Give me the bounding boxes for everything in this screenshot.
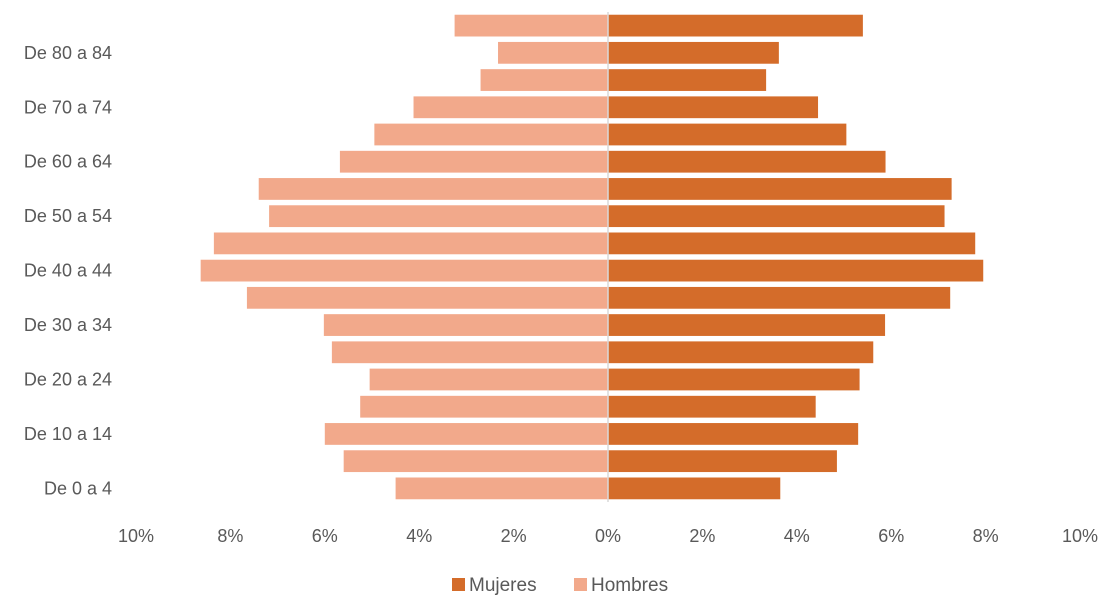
bar-mujeres-17 <box>608 41 779 64</box>
y-tick-label: De 70 a 74 <box>24 97 112 117</box>
y-axis-labels: De 0 a 4 De 10 a 14 De 20 a 24 De 30 a 34 De… <box>24 43 112 499</box>
legend-swatch-mujeres <box>452 578 465 591</box>
bar-mujeres-8 <box>608 286 951 309</box>
bar-mujeres-16 <box>608 69 767 91</box>
y-tick-label: De 30 a 34 <box>24 315 112 335</box>
x-tick-label: 2% <box>689 526 715 546</box>
bar-hombres-12 <box>258 178 608 200</box>
x-tick-label: 4% <box>406 526 432 546</box>
bar-hombres-4 <box>360 395 608 418</box>
bar-hombres-9 <box>200 259 608 282</box>
x-tick-label: 4% <box>784 526 810 546</box>
bar-hombres-16 <box>480 69 608 91</box>
bar-hombres-6 <box>331 341 608 364</box>
legend-swatch-hombres <box>574 578 587 591</box>
bar-hombres-8 <box>246 286 609 309</box>
bar-mujeres-7 <box>608 314 886 336</box>
bar-mujeres-5 <box>608 368 860 391</box>
bar-mujeres-10 <box>608 232 976 255</box>
bar-hombres-15 <box>413 96 608 119</box>
bar-mujeres-3 <box>608 423 859 445</box>
y-tick-label: De 0 a 4 <box>44 478 112 498</box>
x-axis-labels: 10% 8% 6% 4% 2% 0% 2% 4% 6% 8% 10% <box>118 526 1098 546</box>
x-tick-label: 2% <box>501 526 527 546</box>
x-tick-label: 6% <box>312 526 338 546</box>
bar-hombres-10 <box>213 232 608 255</box>
bar-hombres-17 <box>498 41 608 64</box>
y-tick-label: De 10 a 14 <box>24 424 112 444</box>
legend: Mujeres Hombres <box>452 575 668 596</box>
y-tick-label: De 50 a 54 <box>24 206 112 226</box>
bar-hombres-1 <box>395 477 608 500</box>
x-tick-label: 0% <box>595 526 621 546</box>
bar-mujeres-14 <box>608 123 847 146</box>
x-tick-label: 10% <box>118 526 154 546</box>
bar-hombres-3 <box>324 423 608 445</box>
bar-mujeres-9 <box>608 259 984 282</box>
bar-hombres-14 <box>374 123 608 146</box>
x-tick-label: 6% <box>878 526 904 546</box>
x-tick-label: 8% <box>973 526 999 546</box>
bar-mujeres-4 <box>608 395 816 418</box>
legend-label-mujeres: Mujeres <box>469 575 537 596</box>
y-tick-label: De 20 a 24 <box>24 370 112 390</box>
x-tick-label: 10% <box>1062 526 1098 546</box>
legend-label-hombres: Hombres <box>591 575 668 596</box>
bar-hombres-18 <box>454 14 608 37</box>
y-tick-label: De 80 a 84 <box>24 43 112 63</box>
bar-hombres-2 <box>343 450 608 473</box>
y-tick-label: De 60 a 64 <box>24 152 112 172</box>
mujeres-bars <box>608 14 984 500</box>
bar-hombres-13 <box>339 150 608 173</box>
bar-hombres-7 <box>323 314 608 336</box>
bar-hombres-11 <box>269 205 608 228</box>
y-tick-label: De 40 a 44 <box>24 261 112 281</box>
bar-mujeres-11 <box>608 205 945 228</box>
bar-mujeres-2 <box>608 450 837 473</box>
bar-mujeres-12 <box>608 178 952 200</box>
hombres-bars <box>200 14 609 500</box>
bar-mujeres-18 <box>608 14 863 37</box>
bar-mujeres-13 <box>608 150 886 173</box>
bar-mujeres-1 <box>608 477 781 500</box>
bar-mujeres-6 <box>608 341 874 364</box>
bar-hombres-5 <box>369 368 608 391</box>
x-tick-label: 8% <box>217 526 243 546</box>
bar-mujeres-15 <box>608 96 819 119</box>
